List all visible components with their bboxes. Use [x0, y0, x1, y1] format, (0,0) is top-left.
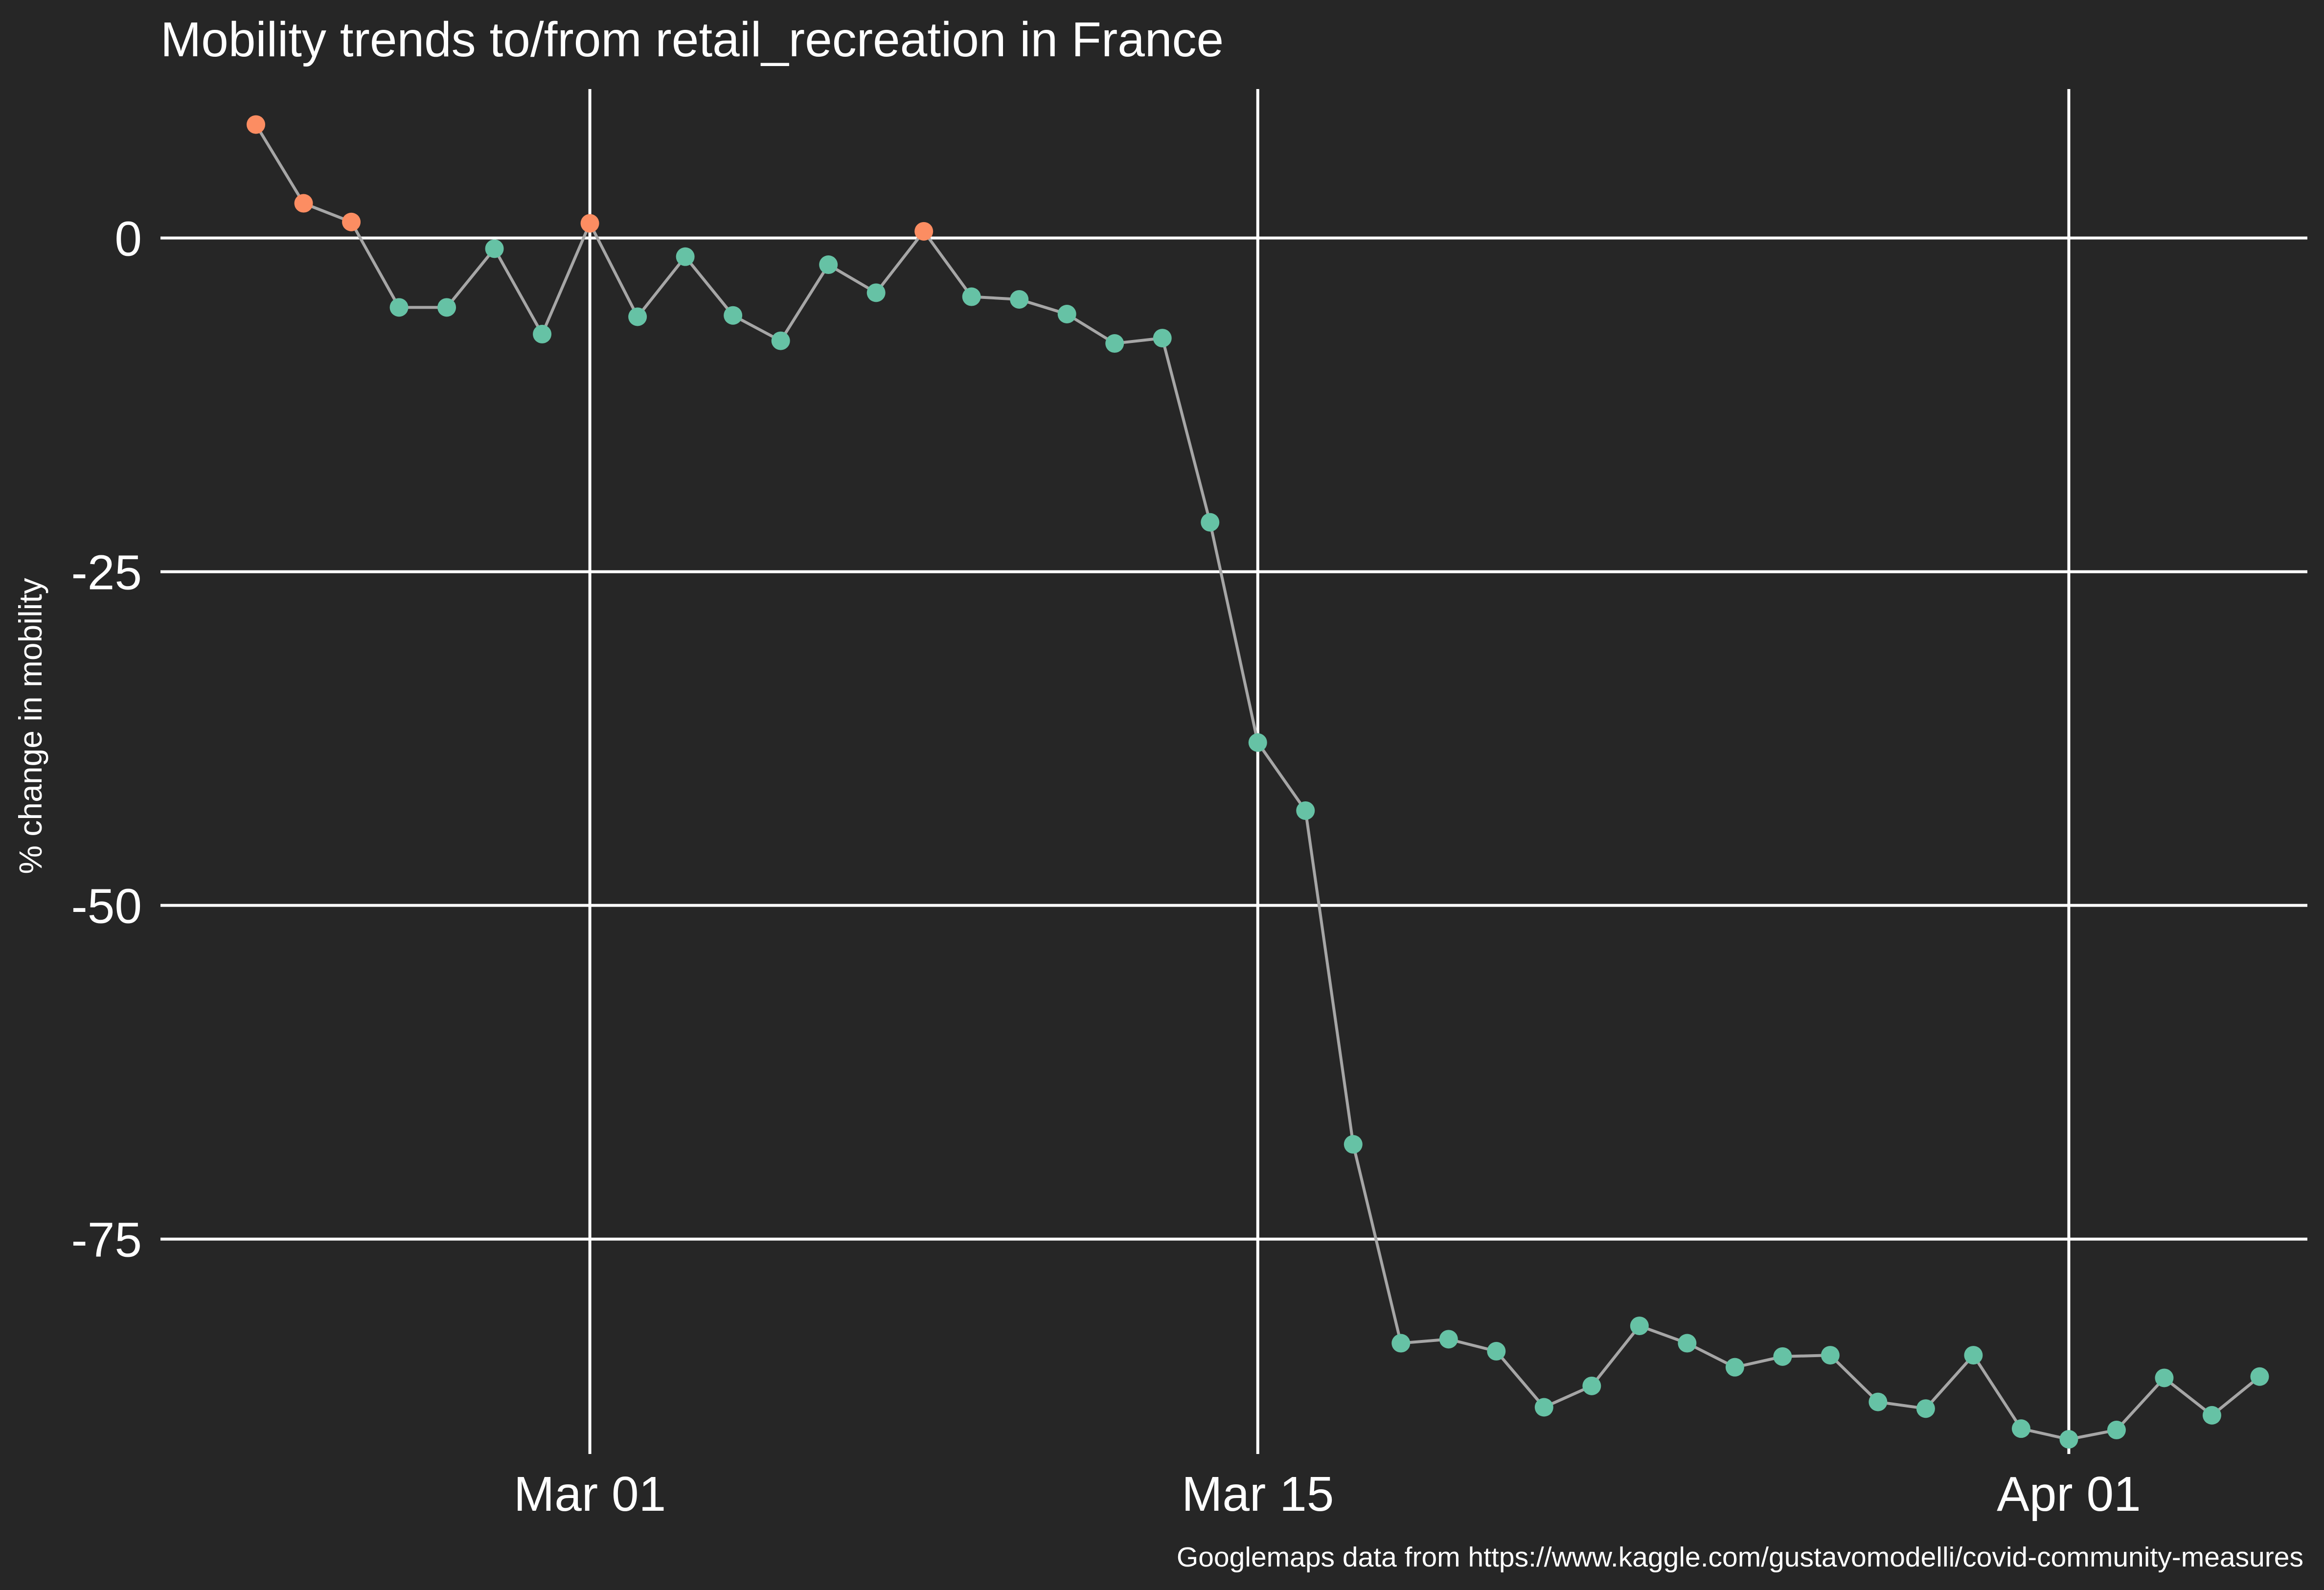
- data-point: [771, 331, 790, 350]
- data-point: [533, 324, 552, 343]
- y-tick-labels: 0 -25 -50 -75: [71, 211, 142, 1267]
- data-point: [247, 115, 266, 134]
- data-point: [580, 214, 599, 233]
- x-tick-labels: Mar 01 Mar 15 Apr 01: [514, 1467, 2141, 1522]
- data-point: [389, 298, 409, 317]
- data-point: [1773, 1347, 1792, 1366]
- y-gridlines: [160, 236, 2307, 1241]
- data-point: [2059, 1430, 2078, 1449]
- data-point: [1057, 305, 1076, 324]
- y-tick-label: -25: [71, 545, 142, 600]
- data-point: [1201, 513, 1220, 532]
- data-point: [1916, 1399, 1935, 1418]
- data-point: [866, 283, 886, 302]
- data-point: [1582, 1376, 1601, 1395]
- data-point: [1868, 1392, 1888, 1411]
- data-point: [294, 194, 313, 213]
- x-tick-label: Apr 01: [1997, 1467, 2141, 1522]
- data-point: [1153, 329, 1172, 348]
- data-point: [2011, 1419, 2030, 1438]
- data-point: [1296, 801, 1315, 820]
- caption: Googlemaps data from https://www.kaggle.…: [1177, 1542, 2303, 1573]
- data-point: [485, 239, 504, 258]
- data-point: [2107, 1420, 2126, 1439]
- data-point: [628, 307, 647, 326]
- data-point: [2202, 1406, 2221, 1425]
- data-point: [1248, 733, 1267, 752]
- data-point: [342, 212, 361, 231]
- data-point: [1534, 1398, 1553, 1417]
- data-point: [1487, 1341, 1506, 1361]
- data-point: [676, 247, 695, 266]
- data-point: [914, 222, 934, 241]
- y-tick-label: -50: [71, 879, 142, 934]
- x-tick-label: Mar 01: [514, 1467, 666, 1522]
- data-point: [819, 255, 838, 274]
- data-point: [1010, 290, 1029, 309]
- data-point: [1630, 1317, 1649, 1336]
- y-tick-label: -75: [71, 1213, 142, 1268]
- x-tick-label: Mar 15: [1182, 1467, 1334, 1522]
- data-point: [1391, 1334, 1411, 1353]
- y-axis-label: % change in mobility: [12, 578, 48, 874]
- data-point: [962, 287, 981, 306]
- x-gridlines: [588, 89, 2071, 1454]
- chart-title: Mobility trends to/from retail_recreatio…: [160, 12, 1224, 67]
- data-point: [2155, 1368, 2174, 1387]
- data-point: [1725, 1358, 1744, 1377]
- data-point: [437, 298, 456, 317]
- data-point: [1105, 334, 1124, 353]
- data-point: [1678, 1334, 1697, 1353]
- y-tick-label: 0: [114, 211, 142, 266]
- points-layer: [247, 115, 2269, 1449]
- data-point: [1821, 1346, 1840, 1365]
- data-point: [2250, 1367, 2269, 1386]
- data-point: [1964, 1346, 1983, 1365]
- data-point: [1439, 1330, 1458, 1349]
- data-point: [1344, 1135, 1363, 1154]
- data-point: [724, 306, 743, 325]
